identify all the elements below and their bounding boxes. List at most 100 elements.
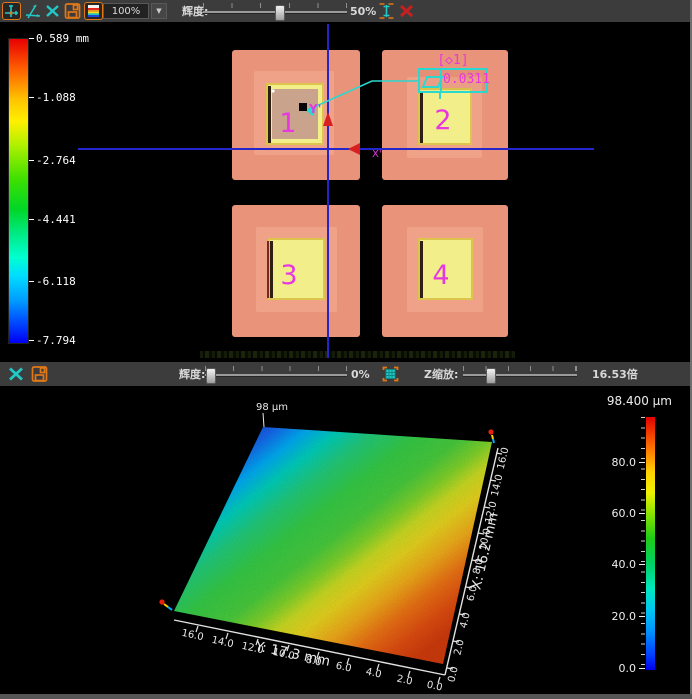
mid-toolbar: 辉度: 0% Z缩放: 16.53倍 [0,362,692,387]
die-3-stripe [270,241,273,298]
die-4-pad [418,238,473,300]
z-range-icon [377,3,396,24]
die-3-stripe-red [267,241,269,298]
colorbar-label: -6.118 [36,275,76,288]
svg-text:14.0: 14.0 [490,473,506,497]
height-colorbar [8,38,29,344]
zscale-label: Z缩放: [424,368,459,381]
die-4-stripe [420,241,423,298]
svg-text:8.0: 8.0 [305,655,323,669]
peak-label: 98 µm [256,402,288,413]
annotation-stub [439,93,441,99]
palette-icon [85,4,102,23]
scan-edge-noise [200,351,515,358]
rotated-axes-icon [23,4,42,24]
zscale-slider[interactable] [463,366,577,384]
colorbar3d [646,417,655,670]
zscale-value: 16.53倍 [592,368,638,381]
axes-lines [173,447,499,676]
svg-text:0.0: 0.0 [426,680,444,694]
save-icon [63,3,82,24]
colorbar-label: 80.0 [611,456,637,469]
parallelogram-icon [421,76,444,88]
zoom-select[interactable]: 100% [103,3,149,19]
svg-text:2.0: 2.0 [396,674,414,688]
save-3d-button[interactable] [30,365,49,383]
crosshair-axes-icon [3,4,20,23]
die-1-label: 1 [279,108,297,139]
svg-text:4.0: 4.0 [458,611,472,629]
x-prime-label: X' [372,149,382,160]
svg-text:6.0: 6.0 [465,584,479,602]
colorbar-tick [29,97,34,98]
corner-stub [491,434,494,440]
corner-stub [163,603,169,608]
window-edge-right [690,0,692,699]
z-range-button[interactable] [377,2,396,20]
colorbar-label: 0.0 [618,662,637,675]
colorbar-label: 0.589 mm [36,32,89,45]
close-measure-button[interactable] [44,2,61,20]
brightness-label: 辉度: [182,5,209,18]
die-2-label: 2 [434,105,452,136]
svg-text:16.0: 16.0 [496,446,512,470]
svg-text:12.0: 12.0 [240,641,264,656]
slider-thumb[interactable] [275,5,285,21]
brightness-slider-top[interactable] [203,3,347,21]
svg-text:0.0: 0.0 [446,665,460,683]
fit-grid-button[interactable] [381,365,400,383]
die-1-stripe [268,86,271,143]
svg-text:4.0: 4.0 [365,667,383,681]
corner-marker-tr [488,429,494,435]
zoom-select-arrow[interactable]: ▼ [151,3,167,19]
svg-text:10.0: 10.0 [271,647,295,662]
rotated-axes-button[interactable] [23,2,42,20]
brightness-label-3d: 辉度: [179,368,206,381]
colorbar-label: 60.0 [611,507,637,520]
x-axis-ticklabels: 0.0 2.0 4.0 6.0 8.0 10.0 12.0 14.0 16.0 [446,446,511,683]
top-toolbar: 100% ▼ 辉度: 50% [0,0,692,23]
colorbar-label: -1.088 [36,91,76,104]
colorbar-label: -7.794 [36,334,76,347]
colorbar-label: -4.441 [36,213,76,226]
svg-text:12.0: 12.0 [484,500,500,524]
delete-button[interactable] [398,2,415,20]
axis-ticks [195,452,503,684]
die-2-pad [418,88,472,145]
colorbar3d-minor-ticks [641,417,645,671]
slider-track[interactable] [205,374,347,377]
annotation-box[interactable]: 0.0311 [418,68,490,93]
slider-thumb[interactable] [206,368,216,384]
crosshair-axes-button[interactable] [2,2,21,20]
annotation-tag: [◇1] [437,53,469,68]
svg-text:8.0: 8.0 [471,557,485,575]
colorbar-tick [639,616,645,617]
svg-text:2.0: 2.0 [452,638,466,656]
crosshair-horizontal[interactable] [78,148,594,150]
brightness-slider-3d[interactable] [205,366,347,384]
colorbar-tick [639,668,645,669]
window-edge-bottom [0,694,692,699]
y-prime-label: Y' [309,102,322,116]
slider-ticks [205,366,347,371]
colorbar-tick [29,219,34,220]
colorbar-tick [639,513,645,514]
save-button[interactable] [63,2,82,20]
height-map-viewport[interactable]: 0.589 mm -1.088 -2.764 -4.441 -6.118 -7.… [0,22,692,362]
slider-thumb[interactable] [486,368,496,384]
close-3d-button[interactable] [7,365,26,383]
peak-leader [262,412,265,428]
svg-text:10.0: 10.0 [478,527,494,551]
surface-plot[interactable]: 98 µm 16.0 14.0 12.0 10.0 8.0 6.0 4.0 2.… [0,386,692,694]
palette-button[interactable] [84,2,103,20]
close-x-icon [44,5,61,24]
delete-red-x-icon [398,4,415,24]
fit-grid-icon [381,366,400,387]
brightness-value-3d: 0% [351,368,370,381]
colorbar-tick [639,462,645,463]
surface-3d-viewport[interactable]: 98 µm 16.0 14.0 12.0 10.0 8.0 6.0 4.0 2.… [0,386,692,694]
svg-text:6.0: 6.0 [335,661,353,675]
y-axis-label: Y: 17.3 mm [253,638,332,670]
slider-track[interactable] [463,374,577,377]
crosshair-vertical[interactable] [327,24,329,358]
